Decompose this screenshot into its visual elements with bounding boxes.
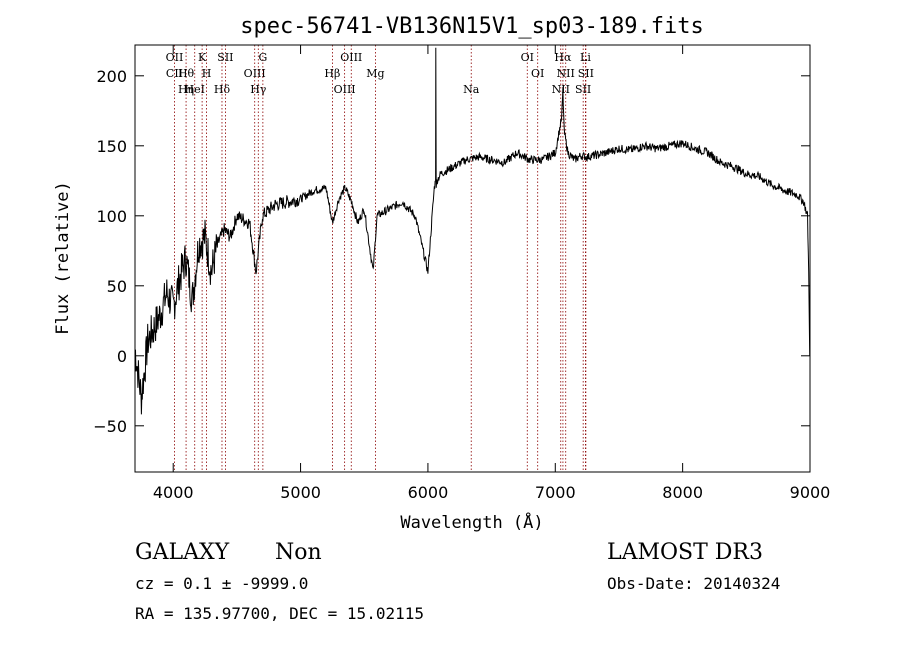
x-tick-label: 9000 (790, 483, 831, 502)
line-label: NII (552, 83, 570, 96)
plot-frame (134, 44, 811, 473)
line-label: Na (463, 83, 480, 96)
line-label: OII (166, 51, 184, 64)
x-tick-label: 7000 (535, 483, 576, 502)
redshift-line: cz = 0.1 ± -9999.0 (135, 574, 309, 593)
spectrum-series (134, 47, 811, 415)
x-axis-label: Wavelength (Å) (400, 511, 543, 533)
line-label: Hγ (250, 83, 267, 96)
line-label: OIII (340, 51, 362, 64)
line-label: SII (575, 83, 591, 96)
survey-name: LAMOST DR3 (607, 540, 763, 565)
observation-date: Obs-Date: 20140324 (607, 574, 781, 593)
y-axis-label: Flux (relative) (53, 181, 73, 335)
line-label: Li (580, 51, 591, 64)
x-tick-label: 8000 (662, 483, 703, 502)
line-label: CII (166, 67, 183, 80)
line-label: K (198, 51, 207, 64)
line-label: Hδ (214, 83, 231, 96)
line-label: G (258, 51, 267, 64)
line-label: Hθ (178, 67, 195, 80)
object-class: GALAXY (135, 540, 230, 565)
x-tick-label: 5000 (280, 483, 321, 502)
line-label: HeI (185, 83, 205, 96)
line-label: Hη (178, 83, 194, 96)
y-tick-label: 150 (96, 137, 127, 156)
y-tick-label: 50 (107, 277, 127, 296)
axis-ticks: 4000 5000 6000 7000 8000 9000 −50 0 50 100 150 200 (93, 45, 830, 502)
object-subclass: Non (275, 540, 322, 565)
line-label: OIII (244, 67, 266, 80)
coordinates: RA = 135.97700, DEC = 15.02115 (135, 604, 424, 623)
line-label: NII (557, 67, 575, 80)
y-tick-label: −50 (93, 417, 127, 436)
x-tick-label: 4000 (153, 483, 194, 502)
spectral-line-markers: OIICIIHθHηHeIKHHδSIIOIIIHγGHβOIIIOIIIMgN… (166, 45, 594, 472)
line-label: Mg (366, 67, 384, 80)
line-label: SII (578, 67, 594, 80)
line-label: Hα (554, 51, 572, 64)
line-label: OI (521, 51, 534, 64)
line-label: Hβ (324, 67, 340, 80)
line-label: OI (531, 67, 544, 80)
line-label: SII (217, 51, 233, 64)
line-label: OIII (334, 83, 356, 96)
x-tick-label: 6000 (408, 483, 449, 502)
y-tick-label: 200 (96, 67, 127, 86)
chart-title: spec-56741-VB136N15V1_sp03-189.fits (240, 14, 704, 39)
line-label: H (202, 67, 212, 80)
y-tick-label: 0 (117, 347, 127, 366)
y-tick-label: 100 (96, 207, 127, 226)
